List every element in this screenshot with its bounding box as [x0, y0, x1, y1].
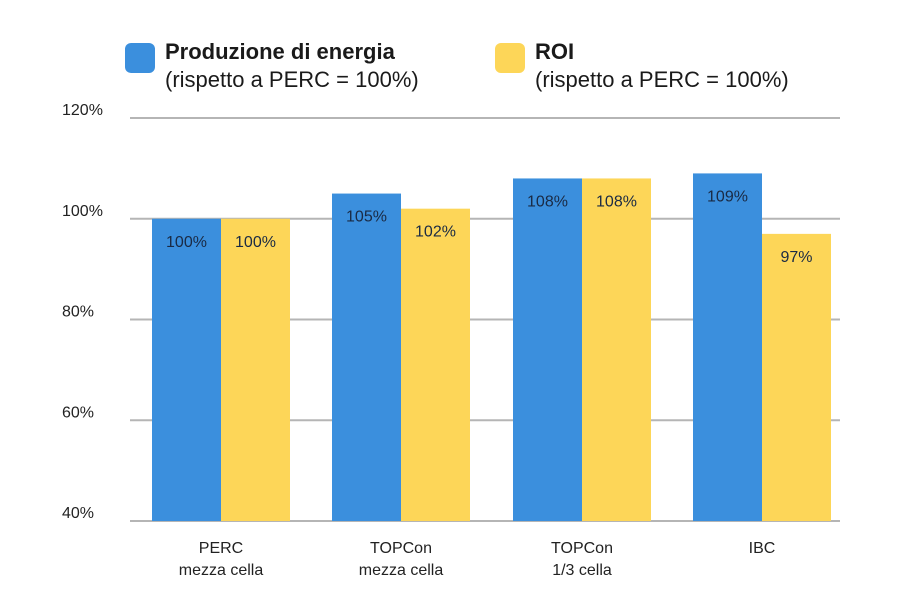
- y-tick-label: 100%: [62, 203, 103, 220]
- x-tick-label: TOPCon: [551, 540, 613, 557]
- data-label: 105%: [346, 209, 387, 226]
- legend-label-roi: ROI: [535, 39, 575, 64]
- y-tick-label: 60%: [62, 404, 94, 421]
- bar-roi: [582, 178, 651, 521]
- bar-roi: [401, 208, 470, 522]
- y-tick-label: 120%: [62, 102, 103, 119]
- x-tick-label: mezza cella: [359, 562, 444, 579]
- legend-swatch-energy: [125, 43, 155, 73]
- bar-roi: [221, 218, 290, 521]
- legend-label-energy: Produzione di energia: [165, 39, 395, 64]
- legend-item-roi: ROI (rispetto a PERC = 100%): [495, 38, 789, 94]
- bar-energy: [693, 173, 762, 521]
- data-label: 102%: [415, 224, 456, 241]
- legend-subtitle-roi: (rispetto a PERC = 100%): [535, 67, 789, 92]
- data-label: 100%: [166, 234, 207, 251]
- x-tick-label: 1/3 cella: [552, 562, 612, 579]
- data-label: 108%: [527, 193, 568, 210]
- legend-subtitle-energy: (rispetto a PERC = 100%): [165, 67, 419, 92]
- x-tick-label: mezza cella: [179, 562, 264, 579]
- bar-energy: [513, 178, 582, 521]
- legend-swatch-roi: [495, 43, 525, 73]
- x-tick-label: PERC: [199, 540, 243, 557]
- data-label: 97%: [780, 249, 812, 266]
- x-tick-label: TOPCon: [370, 540, 432, 557]
- bar-energy: [152, 218, 221, 521]
- x-tick-label: IBC: [749, 540, 776, 557]
- legend-item-energy: Produzione di energia (rispetto a PERC =…: [125, 38, 419, 94]
- bar-roi: [762, 233, 831, 522]
- data-label: 109%: [707, 188, 748, 205]
- y-tick-label: 40%: [62, 505, 94, 522]
- bar-energy: [332, 193, 401, 521]
- data-label: 100%: [235, 234, 276, 251]
- y-tick-label: 80%: [62, 304, 94, 321]
- data-label: 108%: [596, 193, 637, 210]
